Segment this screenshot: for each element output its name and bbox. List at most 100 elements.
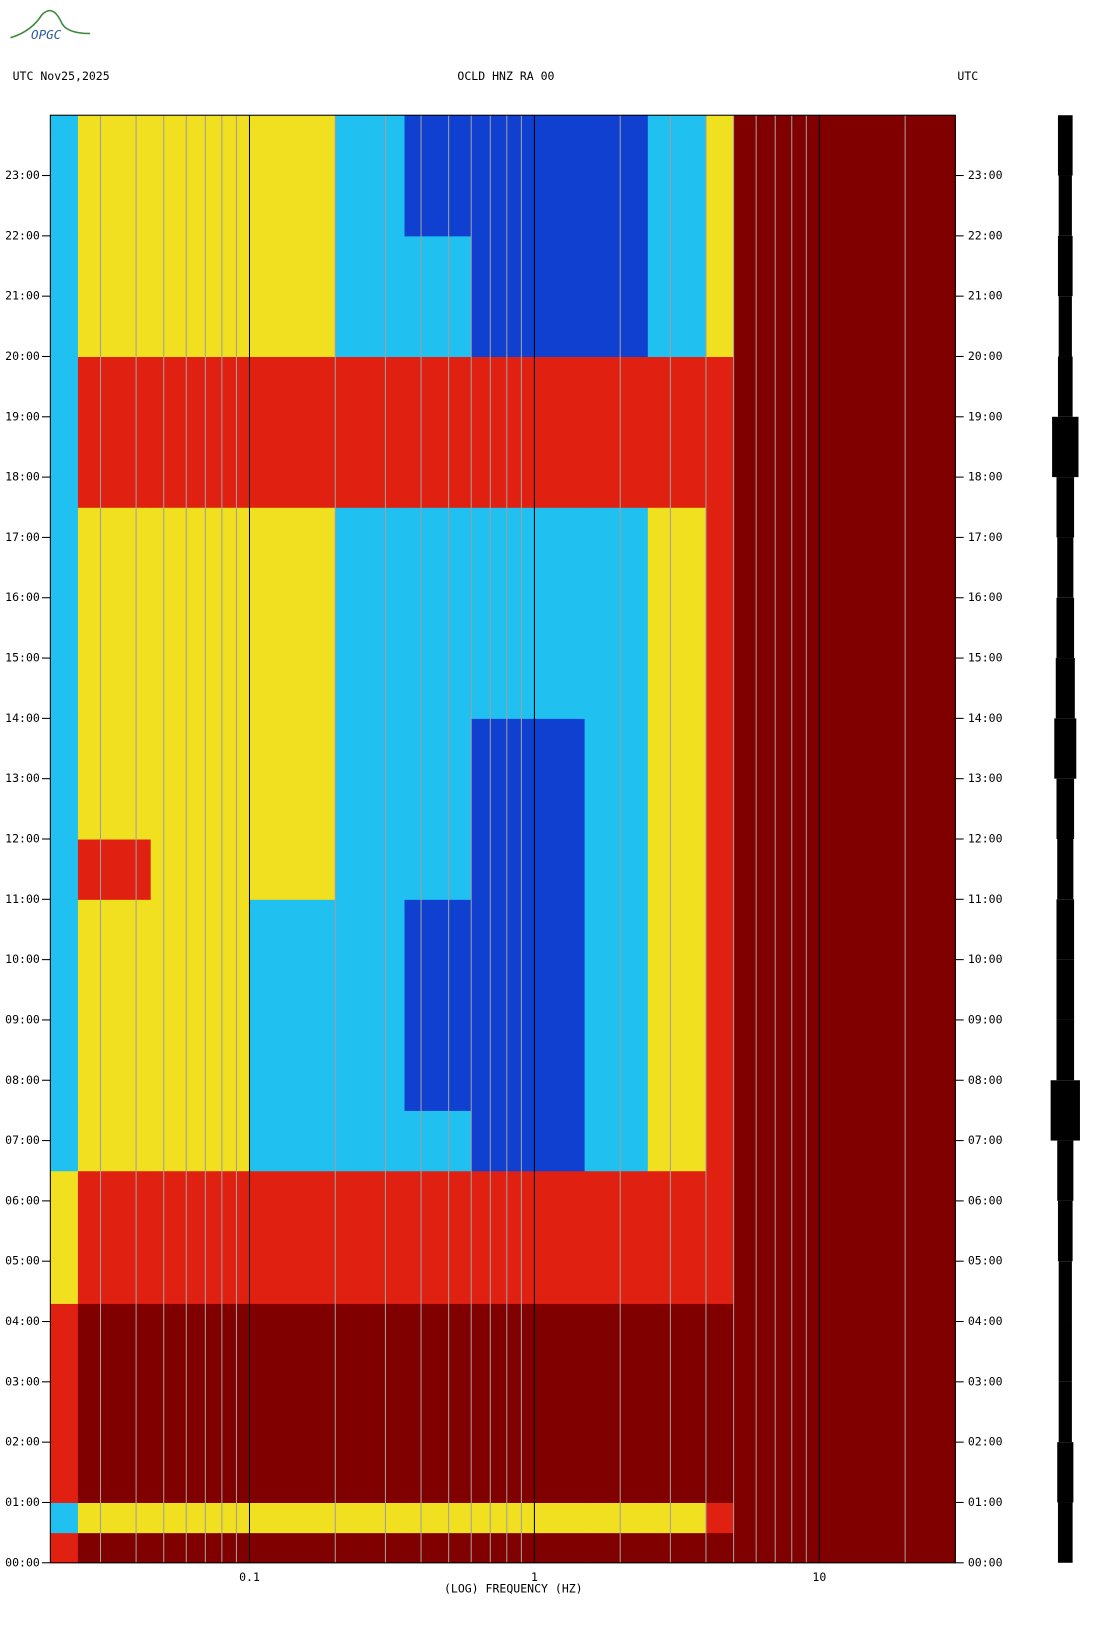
y-tick-label-right: 05:00 — [968, 1254, 1003, 1268]
y-tick-label-right: 03:00 — [968, 1374, 1003, 1388]
heat-cell — [404, 1110, 472, 1172]
y-tick-label-right: 08:00 — [968, 1073, 1003, 1087]
y-tick-label-right: 11:00 — [968, 892, 1003, 906]
heat-cell — [249, 1170, 336, 1304]
y-tick-label-right: 01:00 — [968, 1495, 1003, 1509]
y-tick-label-right: 09:00 — [968, 1012, 1003, 1026]
y-tick-label: 18:00 — [5, 470, 40, 484]
x-axis-label: (LOG) FREQUENCY (HZ) — [444, 1581, 583, 1595]
x-tick-label: 1 — [531, 1570, 538, 1584]
y-tick-label-right: 21:00 — [968, 289, 1003, 303]
y-tick-label: 21:00 — [5, 289, 40, 303]
heat-cell — [150, 718, 251, 840]
trace-segment — [1056, 597, 1075, 659]
heat-cell — [50, 1502, 79, 1534]
trace-segment — [1058, 1381, 1072, 1443]
heat-cell — [50, 1170, 79, 1304]
trace-segment — [1057, 1200, 1073, 1262]
heat-cell — [335, 356, 406, 508]
heat-cell — [249, 1303, 336, 1503]
y-tick-label: 19:00 — [5, 409, 40, 423]
heat-cell — [150, 235, 251, 358]
y-tick-label-right: 00:00 — [968, 1555, 1003, 1569]
heat-cell — [733, 838, 956, 900]
heat-cell — [150, 1170, 251, 1304]
heat-cell — [647, 235, 707, 358]
trace-segment — [1057, 235, 1073, 297]
y-tick-label: 01:00 — [5, 1495, 40, 1509]
trace-segment — [1058, 296, 1072, 357]
heat-cell — [471, 115, 586, 237]
y-tick-label-right: 02:00 — [968, 1435, 1003, 1449]
heat-cell — [249, 356, 336, 508]
heat-cell — [471, 507, 586, 719]
heat-cell — [249, 899, 336, 1111]
heat-cell — [705, 1303, 735, 1503]
heat-cell — [733, 235, 956, 358]
heat-cell — [584, 1110, 649, 1172]
y-tick-label: 07:00 — [5, 1133, 40, 1147]
heat-cell — [50, 235, 79, 358]
trace-segment — [1056, 1019, 1075, 1081]
trace-segment — [1055, 658, 1075, 719]
y-tick-label-right: 07:00 — [968, 1133, 1003, 1147]
heat-cell — [77, 1532, 152, 1564]
heat-cell — [471, 1532, 586, 1564]
y-tick-label-right: 16:00 — [968, 590, 1003, 604]
heat-cell — [584, 718, 649, 840]
trace-segment — [1057, 1502, 1073, 1563]
heat-cell — [471, 356, 586, 508]
y-tick-label-right: 20:00 — [968, 349, 1003, 363]
heat-cell — [733, 115, 956, 237]
heat-cell — [647, 507, 707, 719]
y-tick-label: 23:00 — [5, 168, 40, 182]
trace-segment — [1050, 1080, 1080, 1141]
heat-cell — [647, 115, 707, 237]
heat-cell — [404, 1170, 472, 1304]
heat-cell — [150, 1110, 251, 1172]
heat-cell — [705, 1170, 735, 1304]
heat-cell — [77, 718, 152, 840]
y-tick-label-right: 23:00 — [968, 168, 1003, 182]
heat-cell — [150, 1303, 251, 1503]
heat-cell — [150, 356, 251, 508]
heat-cell — [50, 838, 79, 900]
heat-cell — [50, 899, 79, 1111]
heat-cell — [647, 899, 707, 1111]
title-right: UTC — [957, 69, 978, 83]
y-tick-label: 20:00 — [5, 349, 40, 363]
y-tick-label-right: 10:00 — [968, 952, 1003, 966]
heat-cell — [404, 718, 472, 840]
heat-cell — [249, 838, 336, 900]
y-tick-label: 11:00 — [5, 892, 40, 906]
heat-cell — [584, 115, 649, 237]
heat-cell — [77, 507, 152, 719]
y-tick-label-right: 13:00 — [968, 771, 1003, 785]
trace-segment — [1052, 416, 1079, 478]
heatmap — [50, 115, 956, 1564]
y-tick-label: 06:00 — [5, 1193, 40, 1207]
heat-cell — [471, 1502, 586, 1534]
heat-cell — [404, 899, 472, 1111]
heat-cell — [705, 507, 735, 719]
heat-cell — [249, 507, 336, 719]
trace-segment — [1056, 959, 1075, 1020]
heat-cell — [335, 899, 406, 1111]
trace-segment — [1058, 1261, 1072, 1322]
heat-cell — [77, 899, 152, 1111]
heat-cell — [249, 1502, 336, 1534]
heat-cell — [584, 1532, 649, 1564]
heat-cell — [150, 838, 251, 900]
heat-cell — [77, 1502, 152, 1534]
heat-cell — [647, 1303, 707, 1503]
heat-cell — [647, 1170, 707, 1304]
heat-cell — [404, 507, 472, 719]
trace-segment — [1054, 718, 1077, 779]
heat-cell — [335, 1303, 406, 1503]
trace-segment — [1056, 477, 1075, 538]
y-tick-label: 05:00 — [5, 1254, 40, 1268]
heat-cell — [733, 1170, 956, 1304]
heat-cell — [584, 838, 649, 900]
heat-cell — [50, 507, 79, 719]
